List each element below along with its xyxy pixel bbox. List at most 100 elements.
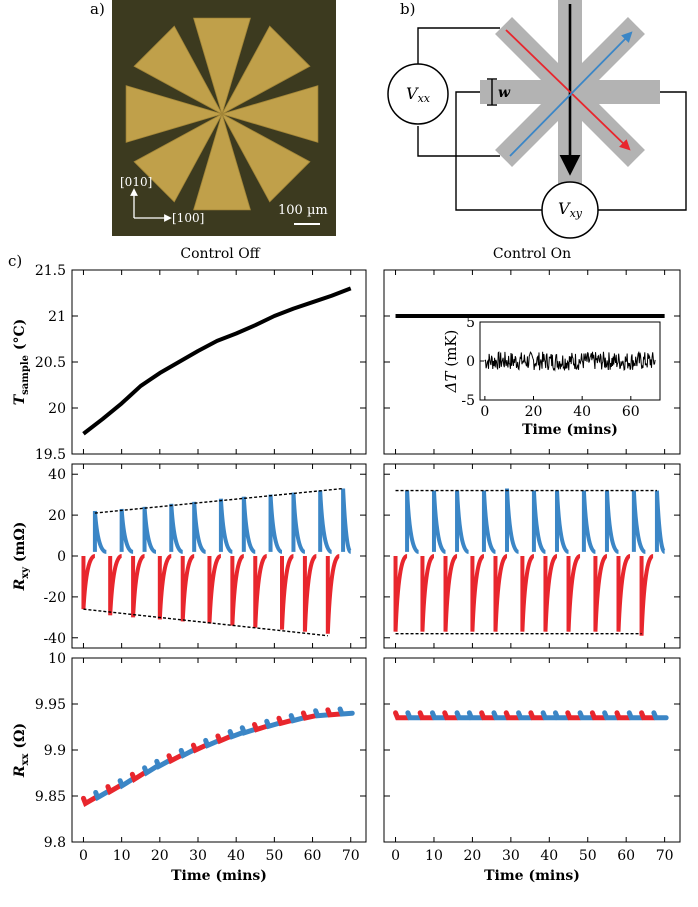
y-tick-label: 9.95 bbox=[35, 697, 66, 713]
rxx-segment bbox=[405, 710, 423, 721]
rxy-red-pulse bbox=[616, 554, 631, 632]
rxx-segment bbox=[288, 713, 306, 724]
plot-frame bbox=[71, 657, 367, 843]
rxx-segment bbox=[479, 710, 497, 721]
x-tick-label: 10 bbox=[113, 848, 131, 864]
rxy-red-pulse bbox=[420, 554, 435, 632]
rxy-blue-pulse bbox=[455, 490, 470, 554]
rxy-blue-pulse bbox=[119, 508, 134, 554]
rxx-segment bbox=[393, 710, 411, 721]
rxy-red-pulse bbox=[180, 554, 195, 622]
inset-ylabel: ΔT (mK) bbox=[442, 330, 460, 394]
rxx-segment bbox=[227, 729, 245, 740]
scale-bar-label: 100 µm bbox=[278, 203, 328, 218]
rxy-red-pulse bbox=[593, 554, 608, 632]
octagon-wedge bbox=[221, 113, 311, 203]
rxy-blue-pulse bbox=[268, 494, 283, 554]
y-tick-label: 20.5 bbox=[35, 355, 66, 371]
x-tick-label: 30 bbox=[502, 848, 520, 864]
x-tick-label: 40 bbox=[227, 848, 245, 864]
rxy-blue-pulse bbox=[654, 490, 666, 554]
y-tick-label: 9.85 bbox=[35, 789, 66, 805]
rxy-blue-pulse bbox=[142, 506, 157, 554]
rxy-blue-pulse bbox=[431, 490, 447, 554]
rxx-segment bbox=[417, 710, 435, 721]
y-tick-label: 20 bbox=[48, 401, 66, 417]
rxy-blue-pulse bbox=[318, 490, 333, 554]
rxx-segment bbox=[178, 747, 196, 759]
voltmeter-vxy bbox=[541, 181, 599, 239]
rxx-segment bbox=[203, 737, 221, 749]
rxy-red-pulse bbox=[302, 554, 318, 632]
panel-label-b: b) bbox=[400, 0, 415, 18]
rxy-red-pulse bbox=[230, 554, 245, 626]
x-tick-label: 70 bbox=[342, 848, 360, 864]
rxy-red-pulse bbox=[566, 554, 581, 632]
rxx-segment bbox=[602, 710, 620, 721]
panel-label-c: c) bbox=[8, 252, 22, 270]
y-tick-label: 19.5 bbox=[35, 447, 66, 463]
chart-tsample-on bbox=[383, 269, 681, 455]
x-tick-label: 0 bbox=[391, 848, 400, 864]
ylabel-tsample: Tsample (°C) bbox=[12, 319, 31, 406]
x-tick-label: 20 bbox=[464, 848, 482, 864]
voltmeter-vxx bbox=[387, 63, 449, 125]
x-tick-label: 20 bbox=[151, 848, 169, 864]
rxy-blue-pulse bbox=[604, 490, 620, 554]
inset-x-tick-label: 60 bbox=[622, 404, 640, 420]
rxy-blue-pulse bbox=[92, 510, 107, 554]
rxy-red-pulse bbox=[639, 554, 654, 636]
rxx-segment bbox=[626, 710, 645, 721]
rxx-segment bbox=[651, 710, 669, 721]
rxy-blue-pulse bbox=[581, 490, 597, 554]
plot-frame bbox=[383, 657, 681, 843]
inset-noise-trace bbox=[484, 350, 656, 372]
octagon-wedge bbox=[133, 113, 223, 203]
octagon-wedge bbox=[193, 17, 251, 116]
rxx-segment bbox=[325, 707, 343, 718]
rxx-segment bbox=[442, 710, 460, 721]
chart-rxx-off: 9.8 9.85 9.9 9.95 10 0 10 20 30 40 50 60 70 Rxx (Ω) Ti… bbox=[12, 651, 367, 884]
schematic: w Vxx Vxy bbox=[387, 0, 687, 239]
rxy-blue-pulse bbox=[341, 488, 353, 554]
chart-tsample-off: 19.5 20 20.5 21 21.5 Tsample (°C) bbox=[12, 263, 367, 463]
rxx-segment bbox=[503, 710, 522, 721]
rxy-blue-pulse bbox=[481, 490, 497, 554]
xlabel: Time (mins) bbox=[171, 868, 267, 884]
x-tick-label: 10 bbox=[425, 848, 443, 864]
octagon-wedge bbox=[221, 25, 311, 115]
inset-y-tick-label: 5 bbox=[466, 315, 475, 331]
column-title-control-on: Control On bbox=[493, 246, 571, 262]
panel-label-a: a) bbox=[90, 0, 105, 18]
inset-y-tick-label: 0 bbox=[466, 354, 475, 370]
rxy-blue-pulse bbox=[505, 488, 520, 554]
rxx-segment bbox=[264, 718, 282, 730]
rxx-segment bbox=[516, 710, 534, 721]
rxx-segment bbox=[239, 725, 258, 736]
octagon-wedge bbox=[220, 85, 319, 143]
y-tick-label: 10 bbox=[48, 651, 66, 667]
chart-rxy-on bbox=[383, 463, 681, 649]
octagon-wedge bbox=[133, 25, 223, 115]
rxx-segment bbox=[466, 710, 485, 721]
y-tick-label: 21 bbox=[48, 309, 66, 325]
temperature-trace bbox=[82, 286, 352, 436]
x-tick-label: 40 bbox=[540, 848, 558, 864]
rxx-segment bbox=[614, 710, 632, 721]
octagon-wedge bbox=[125, 85, 224, 143]
x-tick-label: 0 bbox=[79, 848, 88, 864]
ylabel-rxy: Rxy (mΩ) bbox=[12, 522, 31, 592]
rxx-segment bbox=[105, 783, 123, 796]
rxx-segment bbox=[80, 794, 99, 807]
rxx-segment bbox=[313, 708, 331, 719]
rxy-blue-pulse bbox=[631, 490, 647, 554]
inset-x-tick-label: 0 bbox=[480, 404, 489, 420]
rxy-red-pulse bbox=[443, 554, 458, 632]
rxx-segment bbox=[190, 742, 209, 754]
rxy-red-pulse bbox=[108, 554, 123, 616]
y-tick-label: 20 bbox=[48, 508, 66, 524]
rxx-segment bbox=[215, 733, 233, 745]
rxy-red-pulse bbox=[81, 554, 96, 610]
rxy-red-pulse bbox=[470, 554, 485, 632]
